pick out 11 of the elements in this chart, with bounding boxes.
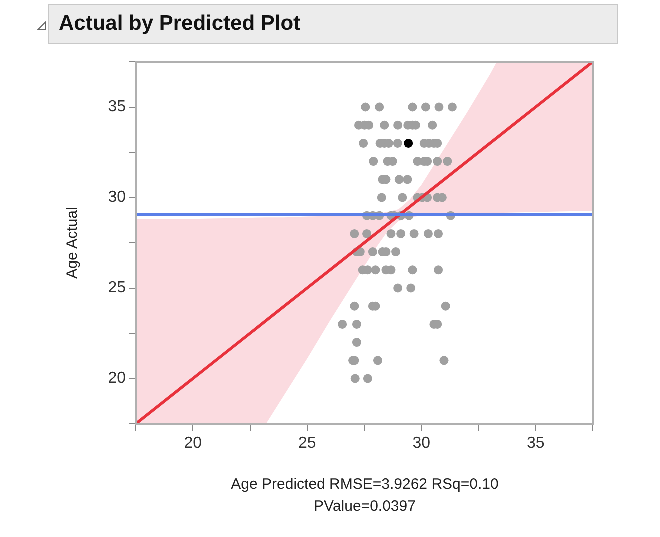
x-tick-label: 20	[184, 435, 202, 452]
y-tick-label: 30	[108, 189, 126, 206]
x-tick-label: 25	[298, 435, 316, 452]
chart-title: Actual by Predicted Plot	[59, 12, 301, 36]
y-axis-title: Age Actual	[64, 207, 82, 279]
x-axis-title: Age Predicted RMSE=3.9262 RSq=0.10 PValue=0.0397	[230, 475, 500, 517]
x-tick-label: 30	[412, 435, 431, 452]
x-tick-label: 35	[526, 435, 545, 452]
y-tick-label: 20	[108, 370, 126, 388]
y-tick-label: 25	[108, 280, 126, 297]
y-tick-label: 35	[108, 98, 126, 116]
